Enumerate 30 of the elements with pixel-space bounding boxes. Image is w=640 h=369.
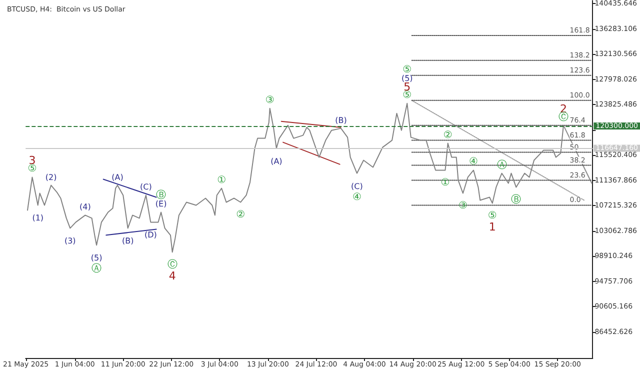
annotation: (E)	[155, 200, 167, 209]
annotation: (A)	[112, 172, 124, 182]
annotation: (D)	[144, 230, 157, 240]
annotation: ①	[440, 178, 450, 189]
annotation: (B)	[335, 116, 347, 125]
annotation: ④	[469, 156, 478, 168]
annotation: (4)	[80, 202, 91, 212]
annotation: (1)	[32, 214, 44, 223]
annotation: Ⓑ	[511, 194, 522, 206]
annotation: ⑤	[402, 90, 412, 101]
annotation: Ⓒ	[167, 258, 178, 271]
annotation: (C)	[140, 182, 152, 192]
annotation: (2)	[45, 172, 57, 182]
annotation: ④	[352, 192, 362, 203]
annotation: (5)	[401, 74, 413, 83]
annotation: ②	[443, 130, 452, 141]
annotation: ③	[265, 94, 274, 106]
annotation: (5)	[90, 254, 102, 263]
annotation: 1	[488, 220, 496, 234]
annotation: Ⓐ	[92, 262, 102, 275]
annotation: ②	[236, 210, 246, 221]
annotation: (B)	[122, 236, 134, 246]
annotation: (C)	[351, 182, 363, 191]
annotation: ①	[217, 174, 226, 186]
annotation: (3)	[64, 236, 76, 246]
annotation: ⑤	[402, 64, 412, 76]
annotation: Ⓑ	[156, 189, 166, 202]
annotation: ⑤	[488, 210, 497, 222]
annotation: 4	[168, 270, 176, 283]
annotation: (A)	[270, 156, 282, 166]
